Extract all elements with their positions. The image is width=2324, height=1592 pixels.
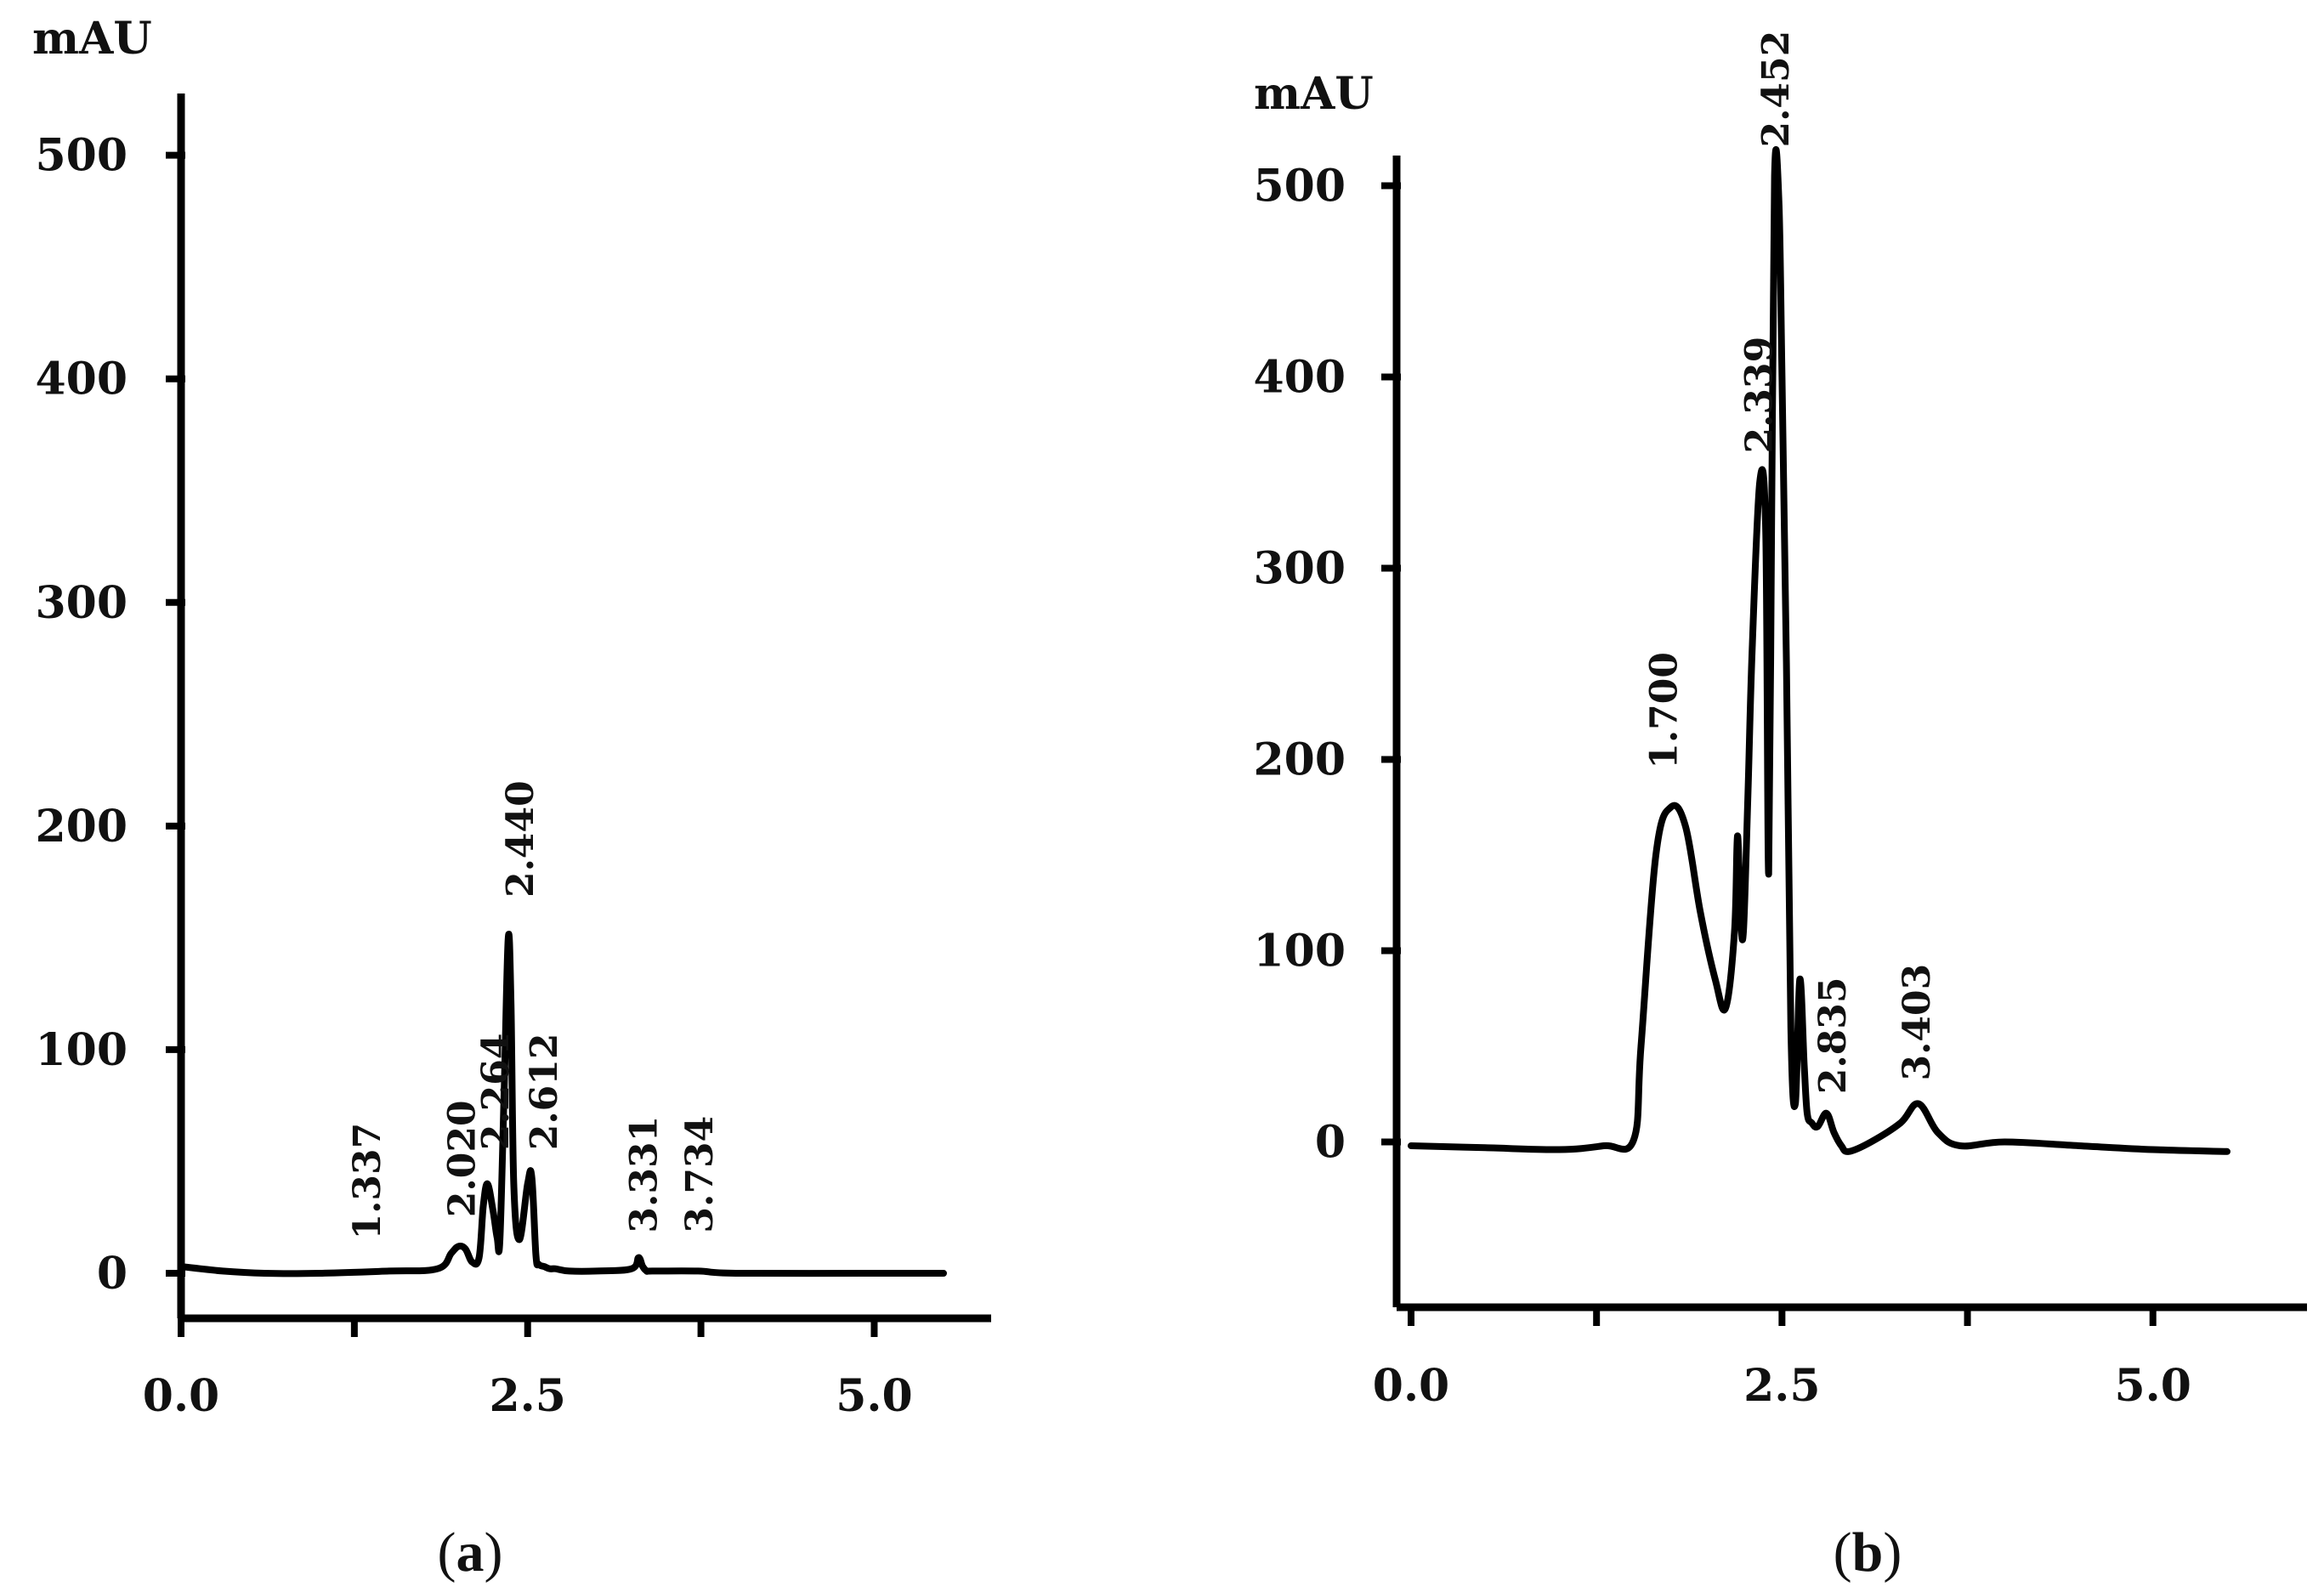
chart-b-ytick-label: 400 <box>1253 352 1346 404</box>
chart-panel-b: 0 100 200 300 400 500 0.0 2.5 5.0 1.700 2.339 2.4… <box>1253 31 2307 1584</box>
chart-a-panel-label: (a) <box>438 1521 503 1584</box>
chart-b-xtick-label: 5.0 <box>2114 1360 2191 1412</box>
chart-a-xtick-label: 0.0 <box>143 1370 219 1422</box>
chart-b-ytick-label: 100 <box>1253 926 1346 977</box>
chart-b-ytick-label: 300 <box>1253 543 1346 595</box>
chart-a-xtick-label: 5.0 <box>836 1370 912 1422</box>
chart-panel-a: 0 100 200 300 400 500 0.0 2.5 5.0 1.337 2.0202.2… <box>32 13 991 1584</box>
chart-b-peak-label: 2.339 <box>1737 337 1781 454</box>
chart-a-y-ticks: 0 100 200 300 400 500 <box>35 130 185 1300</box>
chart-a-ytick-label: 300 <box>35 577 128 629</box>
chart-b-peak-label: 2.835 <box>1811 977 1855 1095</box>
chart-a-panel-letter: a <box>456 1521 485 1584</box>
chart-b-panel-letter: b <box>1852 1521 1884 1584</box>
chart-a-peak-label: 1.337 <box>346 1123 389 1240</box>
chart-b-peak-label: 2.452 <box>1754 31 1798 148</box>
chart-a-ytick-label: 200 <box>35 801 128 853</box>
chart-b-peak-labels: 1.700 2.339 2.452 2.835 3.403 <box>1643 31 1939 1095</box>
chart-a-trace <box>178 931 947 1278</box>
chart-a-xtick-label: 2.5 <box>489 1370 565 1422</box>
chart-a-peak-label: 2.612 <box>523 1034 566 1151</box>
chart-a-x-ticks: 0.0 2.5 5.0 <box>143 1318 913 1422</box>
chart-a-peak-label: 2.264 <box>474 1034 518 1151</box>
chart-b-peak-label: 1.700 <box>1643 652 1686 769</box>
chart-b-ytick-label: 500 <box>1253 161 1346 212</box>
chart-b-ytick-label: 200 <box>1253 734 1346 786</box>
chart-b-peak-label: 3.403 <box>1896 964 1939 1081</box>
chart-a-peak-label: 2.440 <box>499 780 542 898</box>
chart-a-y-axis-label: mAU <box>32 13 152 65</box>
chart-b-y-axis-label: mAU <box>1254 68 1374 120</box>
chart-a-ytick-label: 100 <box>35 1024 128 1076</box>
chart-b-y-ticks: 0 100 200 300 400 500 <box>1253 161 1401 1169</box>
chart-a-ytick-label: 400 <box>35 354 128 405</box>
chart-b-xtick-label: 2.5 <box>1743 1360 1820 1412</box>
chart-b-x-ticks: 0.0 2.5 5.0 <box>1373 1307 2191 1412</box>
chart-b-ytick-label: 0 <box>1315 1117 1346 1169</box>
chart-a-peak-label: 3.331 <box>622 1116 666 1233</box>
chart-a-ytick-label: 0 <box>97 1248 128 1300</box>
chart-a-peak-label: 3.734 <box>678 1116 722 1233</box>
chart-b-trace <box>1408 146 2230 1155</box>
chart-b-xtick-label: 0.0 <box>1373 1360 1449 1412</box>
chart-a-peak-label: 2.020 <box>440 1100 484 1217</box>
chart-a-ytick-label: 500 <box>35 130 128 182</box>
chart-b-panel-label: (b) <box>1834 1521 1902 1584</box>
